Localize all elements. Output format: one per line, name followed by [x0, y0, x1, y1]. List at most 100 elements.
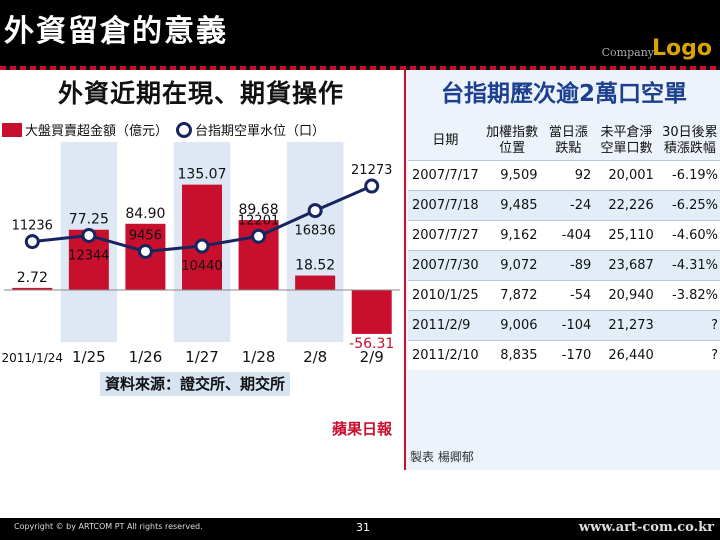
table-cell: -4.31%: [657, 250, 720, 281]
column-band: [286, 142, 344, 342]
slide-title: 外資留倉的意義: [4, 14, 228, 49]
category-label: 2/8: [303, 348, 327, 366]
table-cell: -104: [541, 310, 596, 341]
line-point: [194, 238, 210, 254]
category-label: 2011/1/24: [2, 351, 64, 365]
table-cell: 23,687: [595, 250, 658, 281]
category-label: 1/26: [129, 348, 163, 366]
table-cell: ?: [657, 340, 720, 370]
table-cell: 9,509: [482, 160, 542, 191]
legend-bar-swatch: [2, 123, 22, 137]
table-cell: -24: [541, 190, 596, 221]
table-footer: 製表 楊卿郁: [410, 450, 474, 464]
copyright-text: Copyright © by ARTCOM PT All rights rese…: [14, 522, 203, 531]
table-row: 2007/7/27 9,162 -404 25,110 -4.60%: [408, 220, 720, 251]
table-cell: 2011/2/9: [408, 310, 483, 341]
table-row: 2007/7/30 9,072 -89 23,687 -4.31%: [408, 250, 720, 281]
chart-legend: 大盤買賣超金額（億元） 台指期空單水位（口）: [2, 120, 325, 139]
line-point: [307, 203, 323, 219]
table-row: 2011/2/10 8,835 -170 26,440?: [408, 340, 720, 370]
line-point: [81, 227, 97, 243]
line-value-label: 11236: [12, 219, 53, 234]
table-cell: 2007/7/27: [408, 220, 483, 251]
legend-bar-label: 大盤買賣超金額（億元）: [25, 124, 169, 139]
table-cell: 2007/7/30: [408, 250, 483, 281]
table-cell: 22,226: [595, 190, 658, 221]
newspaper-mark: 蘋果日報: [332, 420, 393, 438]
bar: [295, 275, 336, 290]
table-row: 2010/1/25 7,872 -54 20,940 -3.82%: [408, 280, 720, 311]
table-cell: 9,162: [482, 220, 542, 251]
left-chart-title: 外資近期在現、期貨操作: [57, 79, 344, 108]
table-cell: 20,940: [595, 280, 658, 311]
header-return: 30日後累積漲跌幅: [662, 125, 718, 156]
combo-chart: 2.72 77.25 84.90 135.07 89.68 18.52 -56.31 1123…: [2, 142, 400, 366]
bar-value-label: 18.52: [295, 258, 335, 274]
header-stripe: [0, 66, 720, 70]
table-cell: -54: [541, 280, 596, 311]
table-cell: -6.25%: [657, 190, 720, 221]
line-point: [364, 178, 380, 194]
company-text: Company: [601, 46, 654, 59]
table-cell: 8,835: [482, 340, 542, 370]
category-label: 1/27: [185, 348, 219, 366]
bar-value-label: 77.25: [69, 212, 109, 228]
header-band: 外資留倉的意義 Company Logo: [0, 0, 720, 66]
header-short: 未平倉淨空單口數: [600, 125, 653, 156]
bar-value-label: 2.72: [17, 270, 48, 286]
category-label: 1/25: [72, 348, 106, 366]
legend-line-marker: [176, 122, 193, 138]
site-url: www.art-com.co.kr: [578, 520, 714, 535]
table-cell: 20,001: [595, 160, 658, 191]
table-cell: 2011/2/10: [408, 340, 483, 370]
table-row: 2007/7/18 9,485 -24 22,226 -6.25%: [408, 190, 720, 221]
line-value-label: 21273: [351, 163, 392, 178]
table-cell: 2007/7/18: [408, 190, 483, 221]
right-table-title: 台指期歷次逾2萬口空單: [440, 81, 687, 107]
table-cell: 7,872: [482, 280, 542, 311]
table-header-row: 日期 加權指數位置 當日漲跌點 未平倉淨空單口數 30日後累積漲跌幅: [408, 122, 720, 161]
line-value-label: 16836: [294, 224, 335, 239]
short-position-table: 日期 加權指數位置 當日漲跌點 未平倉淨空單口數 30日後累積漲跌幅 2007/…: [408, 122, 720, 370]
table-cell: -3.82%: [657, 280, 720, 311]
table-cell: -89: [541, 250, 596, 281]
header-index: 加權指數位置: [486, 125, 539, 156]
header-date: 日期: [432, 133, 459, 148]
table-row: 2007/7/17 9,509 92 20,001 -6.19%: [408, 160, 720, 191]
line-value-label: 9456: [129, 228, 162, 243]
footer-bar: Copyright © by ARTCOM PT All rights rese…: [0, 518, 720, 540]
table-cell: 2010/1/25: [408, 280, 483, 311]
table-cell: 21,273: [595, 310, 658, 341]
bar-value-label: 135.07: [178, 167, 227, 183]
bar: [182, 184, 222, 290]
table-row: 2011/2/9 9,006 -104 21,273?: [408, 310, 720, 341]
data-source: 資料來源：證交所、期交所: [100, 372, 290, 396]
table-cell: 9,072: [482, 250, 542, 281]
line-point: [24, 234, 40, 250]
bar-value-label: 84.90: [125, 206, 165, 222]
table-cell: 9,006: [482, 310, 542, 341]
table-cell: 2007/7/17: [408, 160, 483, 191]
line-point: [251, 228, 267, 244]
bar: [12, 287, 53, 290]
category-label: 1/28: [242, 348, 276, 366]
left-chart-panel: 外資近期在現、期貨操作 大盤買賣超金額（億元） 台指期空單水位（口） 2.72 77…: [0, 70, 402, 458]
bar-value-label: 89.68: [239, 202, 279, 218]
table-cell: -170: [541, 340, 596, 370]
table-cell: 92: [541, 160, 596, 191]
table-cell: -6.19%: [657, 160, 720, 191]
legend-line-label: 台指期空單水位（口）: [195, 124, 326, 139]
table-cell: ?: [657, 310, 720, 341]
right-table-panel: 台指期歷次逾2萬口空單 日期 加權指數位置 當日漲跌點 未平倉淨空單口數 30日…: [404, 70, 720, 470]
logo: Logo: [652, 36, 712, 61]
bar-value-label: -56.31: [349, 336, 394, 352]
category-label: 2/9: [360, 348, 384, 366]
table-cell: -4.60%: [657, 220, 720, 251]
line-value-label: 12344: [68, 248, 109, 263]
page-number: 31: [356, 521, 370, 534]
table-cell: 25,110: [595, 220, 658, 251]
bar: [351, 290, 392, 334]
line-value-label: 12201: [238, 213, 279, 228]
header-change: 當日漲跌點: [548, 125, 588, 156]
table-cell: -404: [541, 220, 596, 251]
